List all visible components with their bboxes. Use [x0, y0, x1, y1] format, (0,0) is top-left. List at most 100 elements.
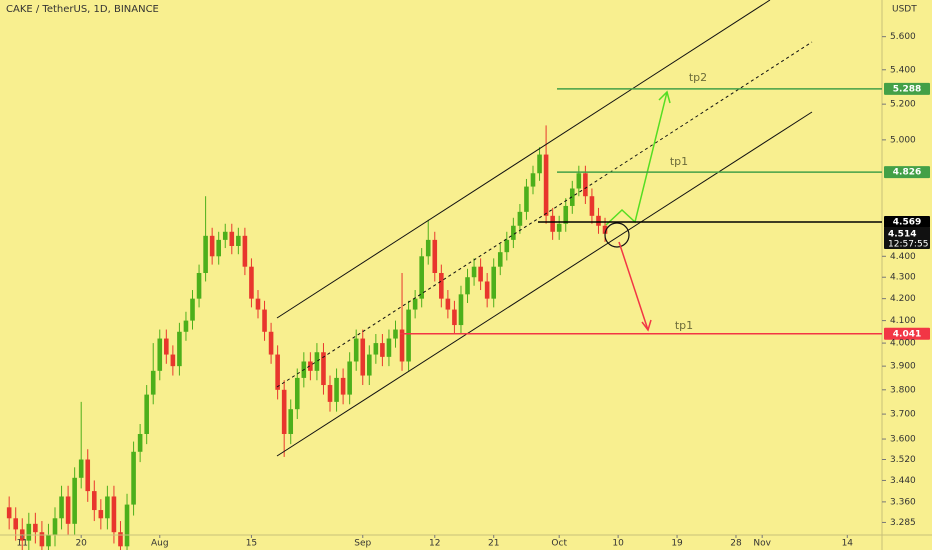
chart-title: CAKE / TetherUS, 1D, BINANCE [6, 4, 159, 15]
candle-body [471, 266, 477, 278]
candle-body [393, 329, 398, 339]
candle-body [537, 154, 542, 174]
level-badge [884, 166, 930, 179]
level-label: 4.826 [893, 168, 921, 178]
candle-body [111, 496, 117, 533]
candle-body [229, 231, 235, 246]
y-tick-label: 3.360 [890, 497, 916, 507]
candle-body [65, 496, 71, 524]
annotation: tp2 [689, 71, 707, 84]
candle-body [550, 215, 555, 232]
candle-body [281, 389, 287, 434]
candle-body [504, 239, 510, 253]
bear-arrow [618, 241, 649, 331]
candle-body [399, 329, 405, 362]
candle-body [530, 173, 536, 187]
candle-body [131, 451, 136, 505]
channel-upper [276, 0, 771, 319]
candle-body [439, 273, 444, 299]
candle-body [13, 518, 19, 530]
candle-body [458, 294, 464, 326]
x-tick-label: 20 [75, 539, 87, 549]
candle-body [236, 235, 241, 246]
candle-body [425, 239, 431, 257]
candle-body [249, 266, 254, 299]
y-tick-label: 3.440 [890, 476, 916, 486]
candle-body [445, 298, 451, 310]
candle-body [524, 186, 529, 212]
y-tick-label: 3.900 [890, 362, 916, 372]
candle-body [150, 370, 156, 395]
x-tick-label: 28 [730, 539, 742, 549]
candle-body [98, 510, 104, 519]
candle-body [308, 361, 313, 371]
candle-body [242, 235, 248, 267]
candle-body [209, 235, 215, 257]
y-tick-label: 3.800 [890, 385, 916, 395]
bear-arrow-head [641, 319, 652, 332]
circle-marker [604, 222, 630, 248]
candle-body [59, 496, 64, 519]
candle-body [33, 523, 38, 533]
candle-body [52, 518, 58, 535]
last-price-label: 4.514 [888, 229, 916, 239]
candle-body [196, 273, 202, 299]
candle-body [380, 343, 385, 357]
candle-body [556, 223, 562, 232]
y-tick-label: 4.200 [890, 294, 916, 304]
candle-body [576, 173, 582, 189]
countdown-label: 12:57:55 [888, 239, 928, 249]
candle-body [118, 532, 123, 547]
candle-body [275, 354, 280, 390]
candle-body [183, 320, 189, 332]
candle-body [412, 298, 418, 310]
y-tick-label: 5.600 [890, 32, 916, 42]
level-badge [884, 215, 930, 228]
candle-body [491, 266, 497, 299]
candle-body [452, 309, 457, 326]
candle-body [91, 491, 97, 511]
candle-body [321, 352, 326, 386]
x-tick-label: 15 [246, 539, 257, 549]
candle-body [137, 433, 143, 452]
candle-body [583, 173, 588, 197]
candle-body [347, 361, 352, 395]
candle-body [294, 377, 300, 410]
y-tick-label: 5.400 [890, 65, 916, 75]
candle-body [406, 309, 411, 362]
candle-body [314, 352, 320, 371]
candle-body [268, 331, 274, 355]
candle-body [340, 377, 346, 395]
drawings: tp2 tp1 tp1 [276, 0, 813, 457]
candle-body [177, 331, 182, 367]
x-tick-label: Sep [354, 539, 371, 549]
level-label: 4.041 [893, 329, 921, 339]
y-tick-label: 5.200 [890, 100, 916, 110]
candle-body [419, 256, 424, 299]
candle-body [432, 239, 438, 274]
candle-body [157, 338, 163, 371]
x-tick-label: 21 [488, 539, 499, 549]
x-tick-label: Nov [753, 539, 771, 549]
candle-body [85, 459, 91, 492]
y-tick-label: 4.100 [890, 316, 916, 326]
last-price-badge [884, 226, 930, 249]
y-tick-label: 4.000 [890, 339, 916, 349]
y-tick-label: 3.700 [890, 410, 916, 420]
x-tick-label: 14 [842, 539, 854, 549]
level-label: 4.569 [893, 217, 921, 227]
candle-body [511, 225, 516, 240]
candle-body [124, 504, 130, 547]
x-tick-label: Aug [151, 539, 169, 549]
channel-lower [276, 111, 813, 457]
candle-body [164, 338, 169, 355]
candle-body [72, 477, 77, 524]
candle-body [373, 343, 379, 355]
x-tick-label: 10 [612, 539, 624, 549]
annotation: tp1 [670, 155, 688, 168]
candle-body [222, 231, 228, 240]
candle-body [563, 205, 569, 224]
y-tick-label: 3.285 [890, 518, 916, 528]
candle-body [596, 215, 601, 226]
